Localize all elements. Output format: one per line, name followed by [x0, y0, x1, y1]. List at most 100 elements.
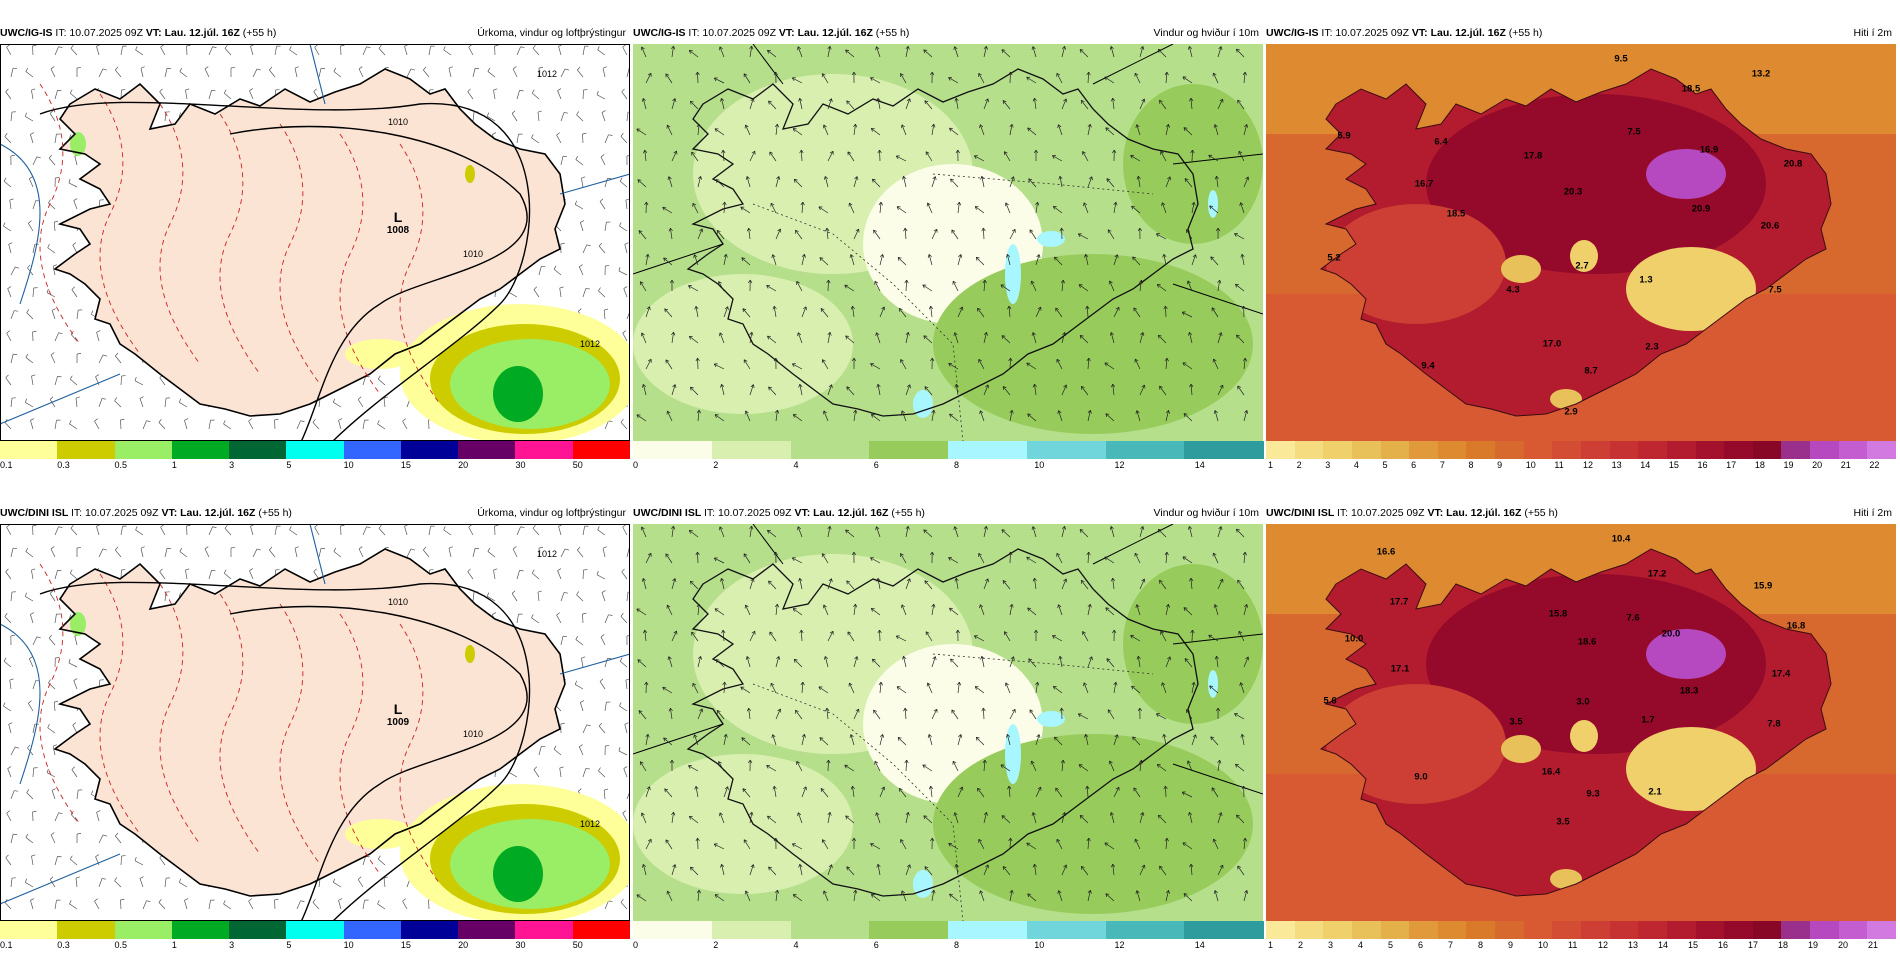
lead-time: (+55 h) — [1524, 507, 1558, 519]
colorbar-swatch — [573, 921, 631, 939]
temperature-label: 5.2 — [1327, 253, 1340, 264]
colorbar-tick-label: 14 — [1640, 459, 1650, 471]
colorbar-swatch — [1381, 921, 1410, 939]
colorbar-tick-label: 6 — [1418, 939, 1423, 951]
colorbar-swatch — [401, 441, 459, 459]
temperature-label: 3.0 — [1576, 697, 1589, 708]
colorbar-tick-label: 6 — [1411, 459, 1416, 471]
colorbar-tick-label: 17 — [1748, 939, 1758, 951]
wind-map — [633, 44, 1263, 441]
colorbar-swatch — [948, 921, 1027, 939]
colorbar-swatch — [515, 441, 573, 459]
colorbar-swatch — [791, 921, 870, 939]
colorbar-swatch — [1867, 921, 1896, 939]
temperature-label: 20.8 — [1784, 159, 1803, 170]
colorbar-tick-label: 20 — [1812, 459, 1822, 471]
colorbar-swatch — [1581, 921, 1610, 939]
colorbar-swatch — [1381, 441, 1410, 459]
colorbar-swatch — [229, 441, 287, 459]
colorbar-tick-label: 2 — [713, 459, 718, 471]
colorbar-tick-label: 0.5 — [115, 939, 128, 951]
colorbar-swatch — [0, 441, 58, 459]
temperature-label: 4.3 — [1506, 285, 1519, 296]
colorbar-swatch — [1323, 921, 1352, 939]
colorbar-tick-label: 10 — [344, 459, 354, 471]
colorbar-tick-label: 0 — [633, 459, 638, 471]
colorbar-tick-label: 15 — [401, 939, 411, 951]
colorbar-tick-label: 4 — [1354, 459, 1359, 471]
colorbar-tick-label: 14 — [1195, 939, 1205, 951]
colorbar-tick-label: 21 — [1841, 459, 1851, 471]
colorbar-tick-label: 20 — [1838, 939, 1848, 951]
colorbar-swatch — [1466, 441, 1495, 459]
colorbar-swatch — [1638, 441, 1667, 459]
colorbar-tick-label: 2 — [713, 939, 718, 951]
initial-time: IT: 10.07.2025 09Z — [71, 507, 161, 519]
temperature-label: 20.9 — [1692, 204, 1711, 215]
colorbar-swatch — [1753, 921, 1782, 939]
colorbar-swatch — [1810, 441, 1839, 459]
colorbar-tick-label: 6 — [874, 939, 879, 951]
colorbar-swatch — [1839, 921, 1868, 939]
colorbar-swatch — [1184, 921, 1263, 939]
colorbar-swatch — [1409, 921, 1438, 939]
colorbar-swatch — [1724, 441, 1753, 459]
colorbar-swatch — [0, 921, 58, 939]
colorbar-tick-label: 0.1 — [0, 939, 13, 951]
colorbar-tick-label: 14 — [1658, 939, 1668, 951]
temperature-label: 17.1 — [1391, 664, 1410, 675]
colorbar-swatch — [1524, 921, 1553, 939]
temperature-label: 17.8 — [1524, 151, 1543, 162]
colorbar-swatch — [1696, 921, 1725, 939]
colorbar-swatch — [115, 441, 173, 459]
colorbar-tick-label: 16 — [1718, 939, 1728, 951]
temperature-label: 15.9 — [1754, 581, 1773, 592]
colorbar-tick-label: 8 — [954, 459, 959, 471]
colorbar-tick-label: 4 — [794, 459, 799, 471]
colorbar-tick-label: 11 — [1568, 939, 1577, 951]
precip-map-svg — [0, 524, 630, 921]
panel-temp-igis: UWC/IG-IS IT: 10.07.2025 09Z VT: Lau. 12… — [1266, 22, 1896, 473]
colorbar-tick-label: 2 — [1297, 459, 1302, 471]
colorbar-swatch — [1696, 441, 1725, 459]
colorbar-tick-label: 10 — [1538, 939, 1548, 951]
panel-title: Vindur og hviður í 10m — [1154, 502, 1259, 524]
temperature-label: 6.4 — [1434, 137, 1447, 148]
colorbar-tick-label: 6 — [874, 459, 879, 471]
valid-time-label: VT: — [1412, 27, 1431, 39]
colorbar-swatch — [401, 921, 459, 939]
temperature-label: 2.1 — [1648, 787, 1661, 798]
temperature-label: 17.4 — [1772, 669, 1791, 680]
colorbar-tick-label: 3 — [229, 939, 234, 951]
colorbar-tick-label: 30 — [515, 939, 525, 951]
colorbar-tick-label: 12 — [1583, 459, 1593, 471]
initial-time: IT: 10.07.2025 09Z — [1337, 507, 1427, 519]
colorbar-swatch — [172, 441, 230, 459]
panel-wind-igis: UWC/IG-IS IT: 10.07.2025 09Z VT: Lau. 12… — [633, 22, 1263, 473]
colorbar-tick-label: 0 — [633, 939, 638, 951]
valid-time: Lau. 12.júl. 16Z — [165, 27, 243, 39]
lead-time: (+55 h) — [891, 507, 925, 519]
colorbar-swatch — [1552, 921, 1581, 939]
valid-time-label: VT: — [161, 507, 180, 519]
colorbar-tick-label: 8 — [954, 939, 959, 951]
colorbar-tick-label: 1 — [1268, 459, 1273, 471]
colorbar-tick-label: 10 — [1034, 459, 1044, 471]
temperature-label: 3.5 — [1556, 817, 1569, 828]
colorbar-tick-label: 5 — [1388, 939, 1393, 951]
isobar-label: 1012 — [537, 549, 557, 559]
colorbar-tick-label: 50 — [573, 459, 583, 471]
wind-map-svg — [633, 524, 1263, 921]
colorbar-tick-label: 10 — [1526, 459, 1536, 471]
colorbar-tick-label: 3 — [1325, 459, 1330, 471]
isobar-label: 1012 — [580, 339, 600, 349]
colorbar-swatch — [1295, 921, 1324, 939]
colorbar-swatch — [1610, 921, 1639, 939]
temperature-label: 20.0 — [1662, 629, 1681, 640]
colorbar-swatch — [1352, 441, 1381, 459]
panel-title: Úrkoma, vindur og loftþrýstingur — [477, 502, 626, 524]
colorbar-swatch — [712, 921, 791, 939]
